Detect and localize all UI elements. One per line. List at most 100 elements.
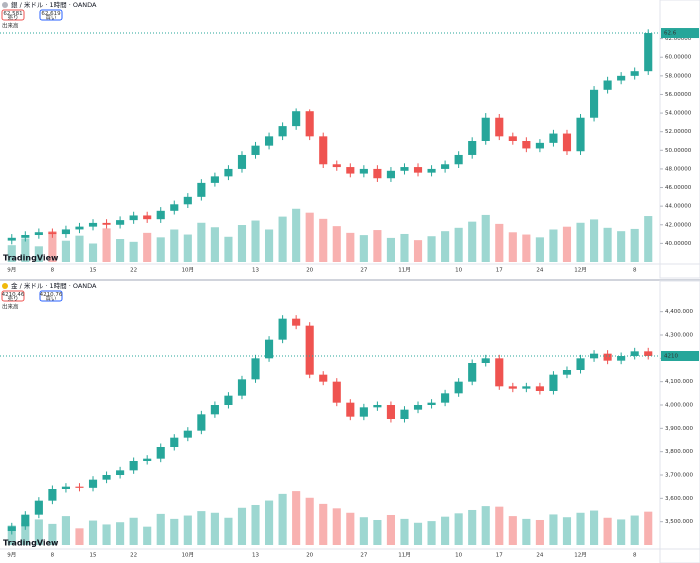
candle-body: [617, 75, 626, 81]
candle-body: [61, 486, 70, 489]
volume-bar: [7, 525, 16, 545]
candle-body: [21, 514, 30, 527]
candle-body: [197, 414, 206, 431]
candle-body: [359, 407, 368, 417]
volume-bar: [603, 227, 612, 262]
x-tick-label: 8: [633, 553, 637, 559]
volume-bar: [102, 524, 111, 545]
volume-bar: [183, 515, 192, 545]
volume-bar: [508, 232, 517, 262]
candle-body: [278, 126, 287, 137]
candle-body: [549, 133, 558, 143]
y-tick-label: 4,000.000: [665, 403, 693, 409]
candle-body: [34, 500, 43, 515]
volume-bar: [468, 509, 477, 545]
y-tick-label: 4,300.000: [665, 333, 693, 339]
x-tick-label: 17: [496, 553, 503, 559]
price-axis: [659, 0, 700, 279]
volume-bar: [630, 515, 639, 545]
volume-bar: [617, 519, 626, 545]
volume-bar: [427, 521, 436, 545]
last-price-box: [661, 351, 699, 361]
volume-bar: [576, 222, 585, 262]
volume-bar: [495, 506, 504, 545]
y-tick-label: 3,600.000: [665, 496, 693, 502]
volume-bar: [441, 231, 450, 262]
volume-bar: [156, 237, 165, 262]
volume-bar: [562, 226, 572, 262]
x-tick-label: 9月: [7, 552, 16, 559]
symbol-title: 銀 / 米ドル · 1時間 · OANDA: [11, 0, 97, 9]
x-tick-label: 8: [633, 268, 637, 274]
candle-body: [386, 405, 395, 419]
volume-bar: [75, 235, 84, 262]
volume-bar: [21, 238, 30, 262]
candle-body: [644, 351, 653, 356]
volume-bar: [644, 511, 653, 545]
y-tick-label: 4,100.000: [665, 379, 693, 385]
candle-body: [251, 358, 260, 380]
volume-bar: [413, 522, 423, 545]
candle-body: [535, 142, 544, 149]
y-tick-label: 52.00000: [665, 129, 692, 135]
volume-bar: [156, 513, 165, 545]
x-tick-label: 20: [306, 553, 313, 559]
symbol-icon: [2, 283, 8, 289]
sell-button[interactable]: [1, 9, 25, 21]
volume-bar: [116, 239, 125, 262]
candle-body: [332, 164, 341, 168]
volume-bar: [576, 512, 585, 545]
candle-body: [88, 479, 98, 488]
logo: TradingView: [3, 254, 59, 263]
x-tick-label: 10月: [182, 552, 195, 559]
candle-body: [590, 89, 599, 118]
volume-bar: [562, 517, 572, 545]
volume-bar: [170, 229, 179, 262]
volume-bar: [278, 216, 287, 262]
volume-bar: [644, 216, 653, 262]
candle-body: [454, 381, 463, 394]
candle-body: [102, 222, 111, 225]
candle-body: [359, 168, 368, 174]
volume-bar: [332, 226, 341, 262]
volume-bar: [400, 233, 409, 262]
candle-body: [237, 154, 247, 169]
x-tick-label: 22: [130, 268, 137, 274]
volume-bar: [88, 520, 98, 545]
y-tick-label: 44.00000: [665, 204, 692, 210]
y-tick-label: 54.00000: [665, 111, 692, 117]
candle-body: [319, 136, 328, 165]
volume-bar: [34, 519, 43, 545]
sell-button[interactable]: [1, 290, 25, 302]
volume-bar: [468, 221, 477, 262]
buy-button[interactable]: [39, 9, 63, 21]
volume-bar: [413, 240, 423, 262]
volume-bar: [61, 240, 70, 262]
x-tick-label: 10: [455, 553, 462, 559]
volume-bar: [373, 519, 382, 545]
candle-body: [292, 318, 301, 326]
volume-bar: [292, 491, 301, 545]
candle-body: [34, 232, 43, 236]
candle-body: [170, 204, 179, 211]
candle-body: [481, 358, 490, 363]
symbol-icon: [2, 2, 8, 8]
x-tick-label: 24: [536, 553, 543, 559]
x-tick-label: 12月: [574, 267, 587, 274]
y-tick-label: 48.00000: [665, 166, 692, 172]
volume-bar: [197, 511, 206, 545]
candle-body: [224, 395, 233, 405]
x-tick-label: 27: [360, 553, 367, 559]
candle-body: [129, 215, 138, 221]
volume-bar: [102, 228, 111, 262]
x-tick-label: 17: [496, 268, 503, 274]
candle-body: [481, 117, 490, 141]
candle-body: [7, 526, 16, 531]
candle-body: [495, 358, 504, 387]
volume-bar: [292, 208, 301, 262]
candle-body: [549, 374, 558, 391]
volume-bar: [237, 507, 247, 545]
logo: TradingView: [3, 539, 59, 548]
buy-button[interactable]: [39, 290, 63, 302]
candle-body: [522, 141, 531, 149]
